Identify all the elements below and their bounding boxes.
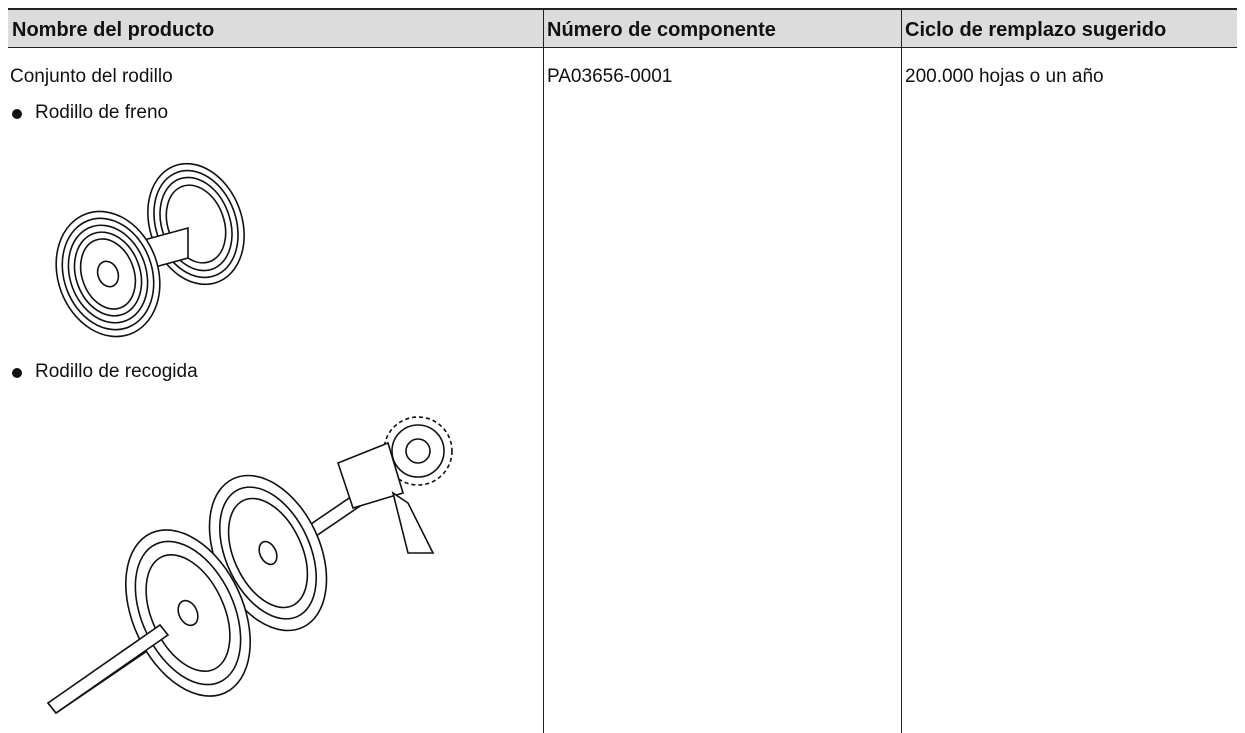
bullet: [12, 368, 22, 378]
column-divider: [901, 8, 902, 733]
bullet: [12, 109, 22, 119]
pickup-roller-illustration: [46, 416, 453, 715]
item: Rodillo de recogida: [35, 361, 198, 382]
header-cell: Ciclo de remplazo sugerido: [905, 19, 1167, 41]
part-number: PA03656-0001: [547, 66, 673, 87]
header-divider: [8, 47, 1237, 48]
table-header: Nombre del producto Número de componente…: [8, 8, 1237, 48]
table: Nombre del producto Número de componente…: [8, 8, 1237, 733]
brake-roller-illustration: [55, 162, 245, 338]
column-divider: [543, 8, 544, 733]
header-cell: Número de componente: [547, 19, 776, 41]
cycle: 200.000 hojas o un año: [905, 66, 1104, 87]
item: Rodillo de freno: [35, 102, 169, 123]
product-name: Conjunto del rodillo: [10, 66, 173, 87]
header-cell: Nombre del producto: [12, 19, 215, 41]
